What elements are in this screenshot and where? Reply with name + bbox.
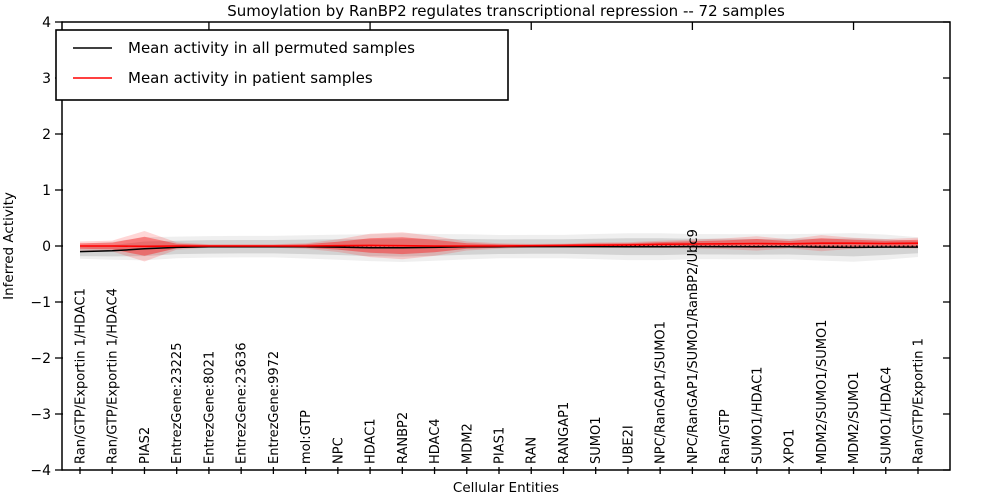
x-category-label: XPO1 (783, 429, 798, 464)
y-tick-labels: −4 −3 −2 −1 0 1 2 3 4 (30, 15, 51, 479)
x-category-label: NPC/RanGAP1/SUMO1/RanBP2/Ubc9 (686, 229, 701, 464)
x-category-label: NPC (331, 437, 346, 464)
x-category-label: EntrezGene:9972 (267, 351, 282, 464)
x-category-label: Ran/GTP/Exportin 1/HDAC1 (74, 288, 89, 464)
x-category-label: MDM2 (460, 423, 475, 464)
series-lines (79, 242, 919, 253)
x-category-label: Ran/GTP/Exportin 1/HDAC4 (106, 288, 121, 464)
patient-mean-line (80, 242, 919, 248)
x-category-label: MDM2/SUMO1/SUMO1 (815, 320, 830, 464)
y-tick-label: 3 (42, 71, 51, 87)
x-category-label: HDAC1 (364, 418, 379, 464)
y-tick-label: 2 (42, 127, 51, 143)
x-axis-label: Cellular Entities (453, 480, 559, 496)
y-tick-label: 0 (42, 239, 51, 255)
x-category-label: RAN (525, 437, 540, 464)
x-category-label: HDAC4 (428, 418, 443, 464)
y-tick-label: −3 (30, 407, 51, 423)
x-category-label: EntrezGene:23225 (170, 343, 185, 464)
permuted-band-inner (80, 238, 918, 257)
x-category-label: SUMO1/HDAC4 (879, 367, 894, 464)
permuted-band-outer (80, 233, 918, 262)
legend-label-patient: Mean activity in patient samples (128, 69, 373, 87)
x-category-label: RANGAP1 (557, 402, 572, 464)
x-category-label: SUMO1 (589, 417, 604, 465)
x-category-label: RANBP2 (396, 412, 411, 464)
x-category-label: EntrezGene:23636 (235, 343, 250, 464)
legend-box (55, 29, 509, 101)
x-category-label: Ran/GTP/Exportin 1 (912, 338, 927, 464)
y-tick-label: 4 (42, 15, 51, 31)
x-category-label: mol:GTP (299, 410, 314, 464)
x-category-label: UBE2I (621, 425, 636, 464)
x-category-label: Ran/GTP (718, 409, 733, 464)
x-category-label: PIAS1 (493, 427, 508, 464)
y-axis-label: Inferred Activity (1, 192, 17, 300)
legend: Mean activity in all permuted samples Me… (55, 29, 509, 101)
legend-label-permuted: Mean activity in all permuted samples (128, 39, 415, 57)
x-category-label: SUMO1/HDAC1 (750, 367, 765, 464)
x-category-labels: Ran/GTP/Exportin 1/HDAC1 Ran/GTP/Exportin… (74, 229, 927, 464)
chart-title: Sumoylation by RanBP2 regulates transcri… (227, 2, 785, 20)
y-tick-label: −4 (30, 463, 51, 479)
y-tick-label: −2 (30, 351, 51, 367)
x-category-label: NPC/RanGAP1/SUMO1 (654, 321, 669, 464)
y-tick-label: 1 (42, 183, 51, 199)
y-tick-label: −1 (30, 295, 51, 311)
x-category-label: PIAS2 (138, 427, 153, 464)
x-category-label: MDM2/SUMO1 (847, 371, 862, 464)
x-category-label: EntrezGene:8021 (202, 351, 217, 464)
